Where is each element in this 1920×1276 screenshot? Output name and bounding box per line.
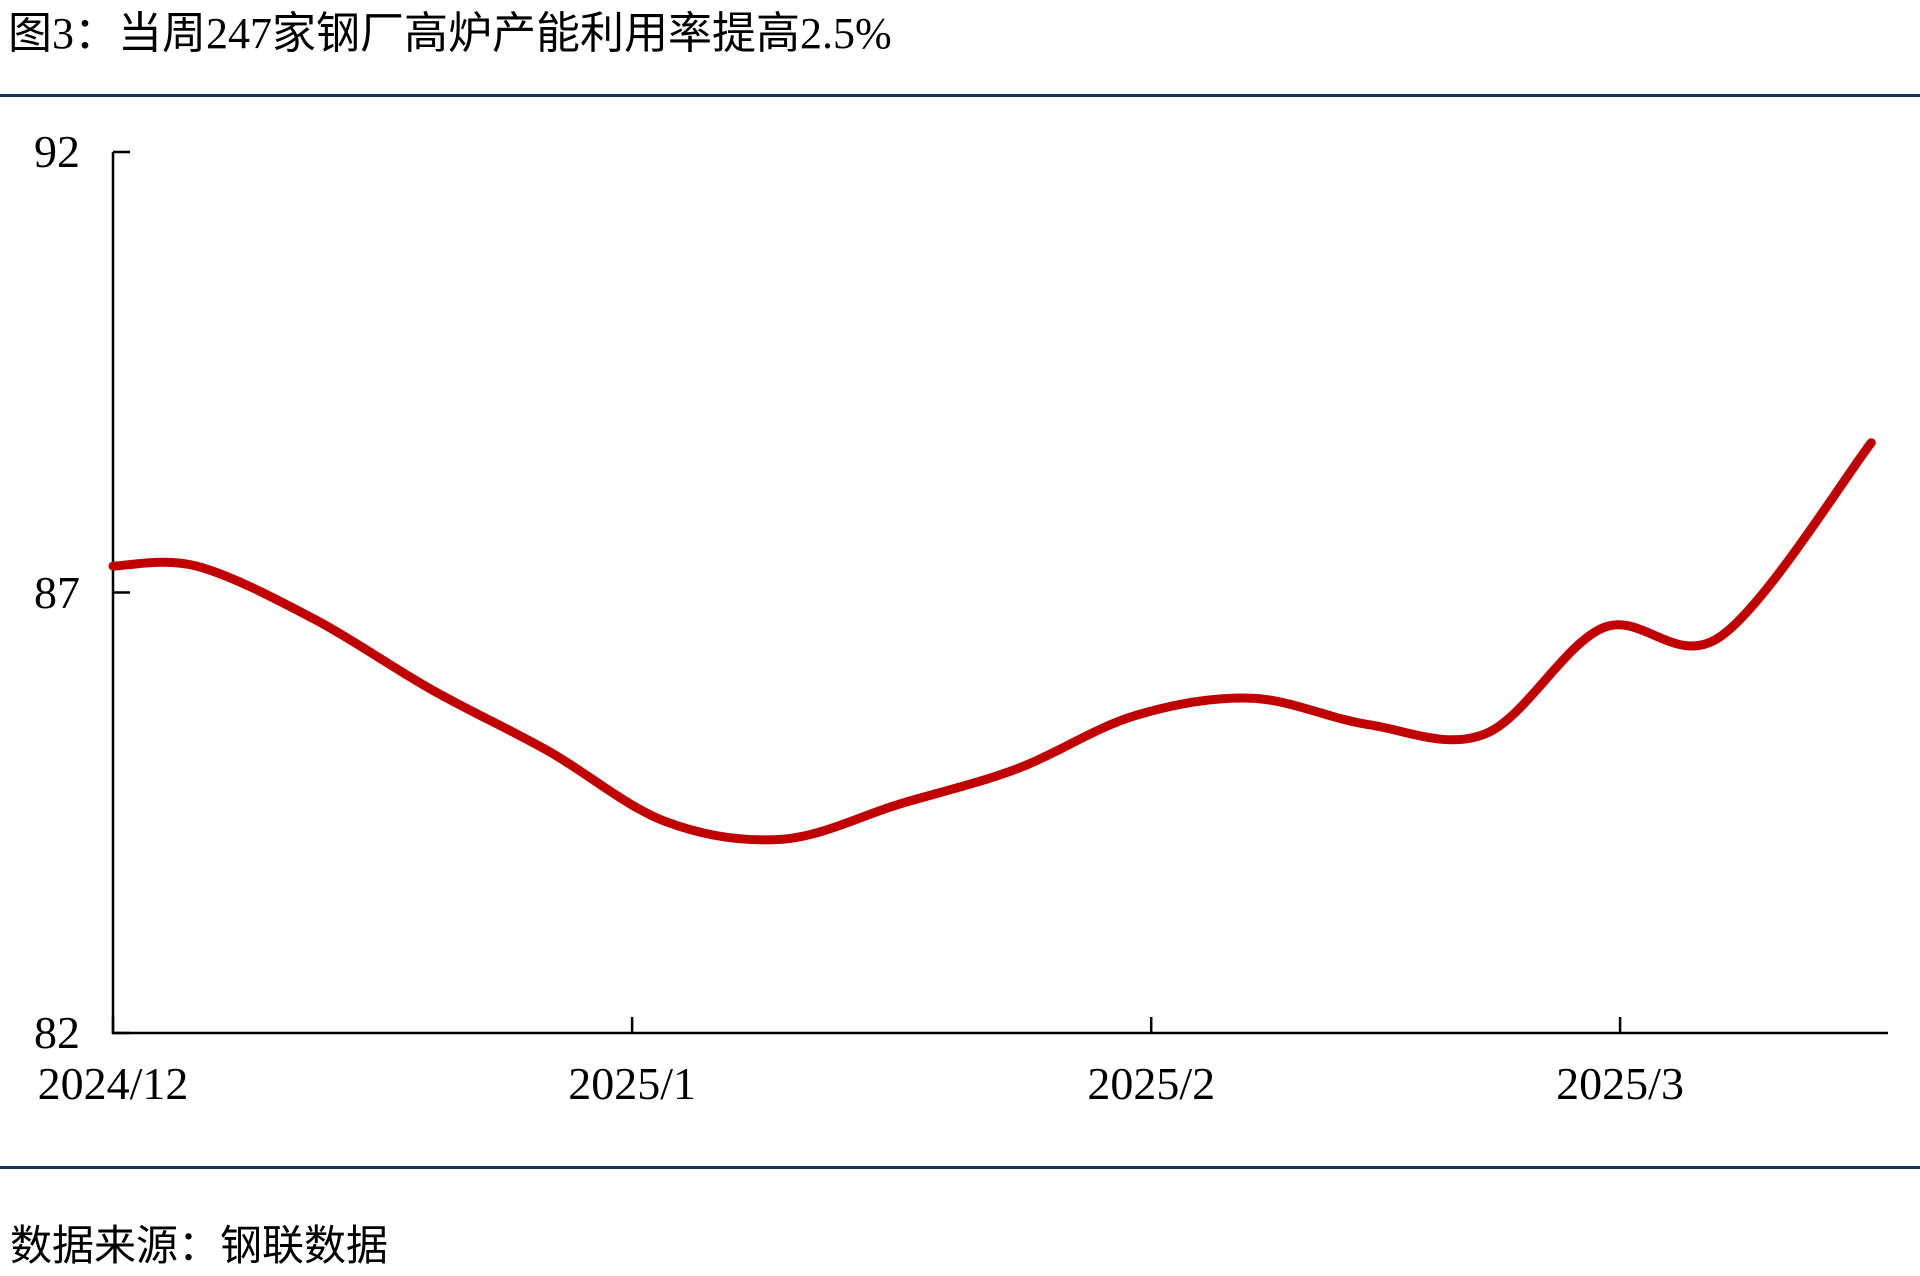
capacity-utilization-series-line — [108, 438, 1876, 845]
y-axis-label-87: 87 — [34, 566, 80, 618]
x-axis-label-2025-3: 2025/3 — [1556, 1058, 1684, 1109]
y-axis-label-92: 92 — [34, 126, 80, 177]
top-divider — [0, 94, 1920, 97]
x-axis-label-2025-1: 2025/1 — [568, 1058, 696, 1109]
chart-title: 图3：当周247家钢厂高炉产能利用率提高2.5% — [8, 9, 892, 58]
x-axis-label-2025-2: 2025/2 — [1087, 1058, 1216, 1109]
bottom-divider — [0, 1166, 1920, 1169]
x-axis-label-2024-12: 2024/12 — [37, 1058, 189, 1109]
data-source-text: 数据来源：钢联数据 — [10, 1224, 389, 1270]
y-axis-label-82: 82 — [34, 1007, 80, 1058]
